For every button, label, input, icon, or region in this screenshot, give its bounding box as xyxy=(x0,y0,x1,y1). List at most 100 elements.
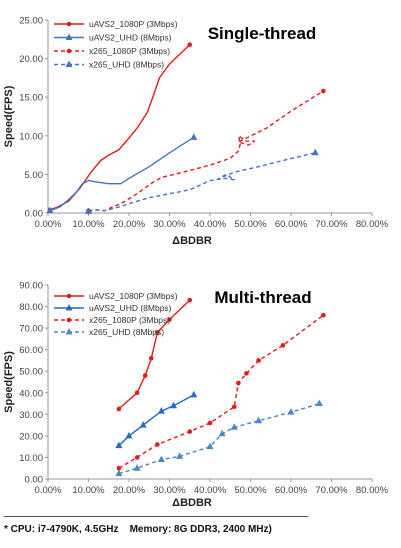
multi-thread-chart: 0.00% 10.00% 20.00% 30.00% 40.00% 50.00% 60.00… xyxy=(3,281,389,510)
multi-data-point xyxy=(190,390,198,398)
multi-data-point xyxy=(315,399,323,407)
multi-data-point xyxy=(244,371,249,376)
multi-data-point xyxy=(287,408,295,415)
multi-x-tick-label: 0.00% xyxy=(35,485,62,496)
single-legend-label: x265_UHD (8Mbps) xyxy=(89,60,164,70)
single-legend-label: uAVS2_UHD (8Mbps) xyxy=(89,33,172,43)
single-y-tick-label: 15.00 xyxy=(19,93,43,104)
multi-series-2 xyxy=(116,312,326,471)
multi-data-point xyxy=(170,401,178,409)
single-legend-label: uAVS2_1080P (3Mbps) xyxy=(89,19,178,29)
multi-x-tick-label: 80.00% xyxy=(356,485,389,496)
single-y-axis-label: Speed(FPS) xyxy=(3,85,15,147)
multi-data-point xyxy=(232,404,237,410)
multi-data-point xyxy=(116,406,122,412)
multi-data-point xyxy=(236,380,241,386)
single-x-tick-label: 60.00% xyxy=(275,219,308,230)
multi-x-tick-label: 70.00% xyxy=(315,485,348,496)
multi-data-point xyxy=(115,469,123,477)
single-series-2 xyxy=(86,88,326,213)
multi-x-tick-label: 40.00% xyxy=(194,485,227,496)
multi-x-axis-label: ΔBDBR xyxy=(172,497,212,509)
single-data-point xyxy=(187,42,193,48)
multi-data-point xyxy=(230,423,238,430)
multi-legend-marker xyxy=(65,304,73,311)
multi-data-point xyxy=(218,429,226,437)
multi-data-point xyxy=(207,420,213,426)
single-series-line-2 xyxy=(88,90,324,212)
multi-y-axis-label: Speed(FPS) xyxy=(3,351,15,413)
single-x-tick-label: 70.00% xyxy=(315,219,348,230)
single-thread-chart: 0.00% 10.00% 20.00% 30.00% 40.00% 50.00% 60.00… xyxy=(3,16,389,248)
single-y-tick-label: 0.00 xyxy=(25,209,44,220)
multi-data-point xyxy=(206,442,214,450)
multi-data-point xyxy=(133,464,141,471)
single-x-tick-label: 80.00% xyxy=(356,219,389,230)
single-chart-title: Single-thread xyxy=(208,24,317,43)
multi-legend-marker xyxy=(66,293,72,299)
multi-data-point xyxy=(187,429,193,434)
multi-series-1 xyxy=(115,390,198,449)
multi-data-point xyxy=(176,452,184,459)
single-x-axis-label: ΔBDBR xyxy=(172,235,212,247)
single-x-tick-label: 20.00% xyxy=(113,219,146,230)
single-data-point xyxy=(311,148,319,156)
multi-y-tick-label: 70.00 xyxy=(19,324,43,335)
multi-data-point xyxy=(255,416,263,424)
single-legend-label: x265_1080P (3Mbps) xyxy=(89,46,170,56)
multi-x-tick-label: 10.00% xyxy=(72,485,105,496)
multi-data-point xyxy=(155,330,160,335)
single-x-tick-label: 10.00% xyxy=(72,219,105,230)
single-legend-marker xyxy=(65,60,73,67)
multi-x-tick-label: 50.00% xyxy=(234,485,267,496)
single-data-point xyxy=(46,206,54,214)
multi-data-point xyxy=(157,455,165,463)
multi-x-tick-label: 20.00% xyxy=(113,485,146,496)
multi-data-point xyxy=(139,421,147,428)
single-x-tick-label: 50.00% xyxy=(234,219,267,230)
multi-data-point xyxy=(157,407,165,414)
multi-y-tick-label: 40.00 xyxy=(19,388,43,399)
multi-y-tick-label: 20.00 xyxy=(19,431,43,442)
multi-series-line-2 xyxy=(118,314,324,469)
multi-data-point xyxy=(148,355,154,361)
multi-data-point xyxy=(155,442,160,447)
footnote-divider xyxy=(4,516,308,517)
multi-data-point xyxy=(116,465,122,471)
multi-data-point xyxy=(125,431,133,439)
multi-y-tick-label: 60.00 xyxy=(19,345,43,356)
multi-data-point xyxy=(167,317,172,322)
single-data-point xyxy=(85,207,92,214)
single-series-line-3 xyxy=(88,152,316,213)
multi-data-point xyxy=(134,390,140,396)
multi-series-3 xyxy=(115,399,323,477)
single-series-1 xyxy=(46,133,198,214)
multi-data-point xyxy=(280,343,286,348)
single-legend-marker xyxy=(66,21,72,27)
multi-legend-marker xyxy=(66,317,72,323)
multi-y-tick-label: 90.00 xyxy=(19,281,43,292)
single-data-point xyxy=(321,88,326,94)
single-x-tick-label: 0.00% xyxy=(35,219,62,230)
multi-data-point xyxy=(142,373,148,378)
single-legend-marker xyxy=(65,33,73,40)
multi-y-tick-label: 30.00 xyxy=(19,410,43,421)
multi-data-point xyxy=(187,297,193,303)
multi-series-0 xyxy=(116,297,193,412)
multi-legend-label: x265_1080P (3Mbps) xyxy=(89,315,170,325)
multi-data-point xyxy=(256,358,261,363)
multi-legend-label: uAVS2_1080P (3Mbps) xyxy=(89,291,178,301)
multi-legend-label: x265_UHD (8Mbps) xyxy=(89,327,164,337)
multi-chart-title: Multi-thread xyxy=(214,288,311,307)
single-y-tick-label: 25.00 xyxy=(19,16,43,27)
multi-x-tick-label: 60.00% xyxy=(275,485,308,496)
multi-y-tick-label: 0.00 xyxy=(25,475,44,486)
multi-y-tick-label: 50.00 xyxy=(19,367,43,378)
single-x-tick-label: 40.00% xyxy=(194,219,227,230)
multi-series-line-3 xyxy=(118,402,320,475)
single-series-3 xyxy=(85,148,319,214)
multi-y-tick-label: 10.00 xyxy=(19,453,43,464)
footnote: * CPU: i7-4790K, 4.5GHz Memory: 8G DDR3,… xyxy=(4,524,272,535)
multi-x-tick-label: 30.00% xyxy=(153,485,186,496)
multi-data-point xyxy=(321,312,326,318)
